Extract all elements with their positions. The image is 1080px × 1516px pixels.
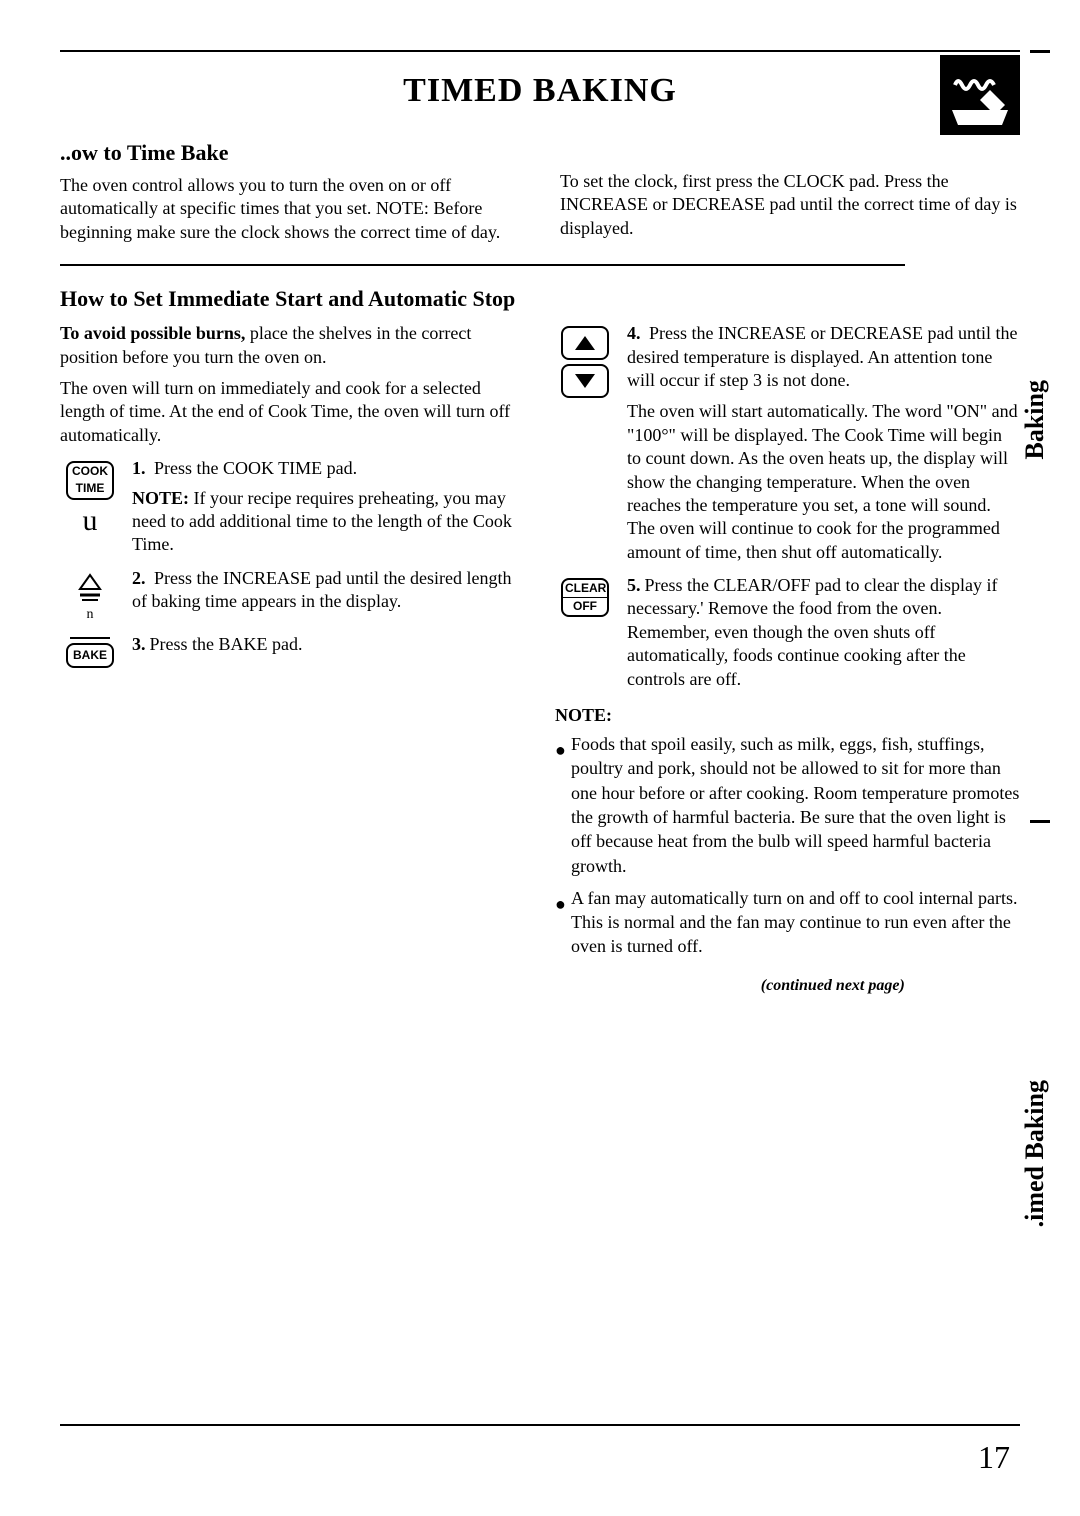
step-1: COOK TIME u 1. Press the COOK TIME pad. … (60, 457, 525, 557)
step-2: n 2. Press the INCREASE pad until the de… (60, 567, 525, 623)
bottom-rule (60, 1424, 1020, 1426)
side-mark-2 (1030, 820, 1050, 823)
note-head: NOTE: (555, 705, 1020, 726)
increase-icon (70, 567, 110, 607)
step1-text: Press the COOK TIME pad. (150, 458, 358, 478)
step1-num: 1. (132, 458, 146, 478)
intro-text: The oven will turn on immediately and co… (60, 377, 525, 447)
section-how-to-time-bake: ..ow to Time Bake The oven control allow… (60, 140, 1020, 244)
step-4: 4. Press the INCREASE or DECREASE pad un… (555, 322, 1020, 564)
down-arrow-button-icon (561, 364, 609, 398)
step4-text: Press the INCREASE or DECREASE pad until… (627, 323, 1017, 390)
cook-time-button-icon: COOK TIME (66, 461, 114, 499)
side-mark (1030, 50, 1050, 53)
note-bullet-1: ● Foods that spoil easily, such as milk,… (555, 732, 1020, 878)
intro-left: The oven control allows you to turn the … (60, 174, 520, 244)
side-tab-timed-baking: .imed Baking (1020, 1080, 1050, 1227)
note-bullet-2: ● A fan may automatically turn on and of… (555, 886, 1020, 959)
step5-num: 5. (627, 575, 641, 595)
step1-note-bold: NOTE: (132, 488, 189, 508)
bullet1-text: Foods that spoil easily, such as milk, e… (571, 732, 1020, 878)
divider (60, 264, 905, 266)
subhead-immediate-start: How to Set Immediate Start and Automatic… (60, 286, 1020, 312)
top-rule (60, 50, 1020, 52)
step-3: BAKE 3.Press the BAKE pad. (60, 633, 525, 672)
intro-right: To set the clock, first press the CLOCK … (560, 170, 1020, 240)
page-title: TIMED BAKING (60, 72, 1020, 110)
step2-text: Press the INCREASE pad until the desired… (132, 568, 511, 611)
warn-bold: To avoid possible burns, (60, 323, 245, 343)
step3-text: Press the BAKE pad. (150, 634, 303, 654)
section-immediate-start: To avoid possible burns, place the shelv… (60, 322, 1020, 967)
step4-extra: The oven will start automatically. The w… (627, 400, 1020, 564)
up-arrow-button-icon (561, 326, 609, 360)
clear-off-button-icon: CLEAR OFF (561, 578, 609, 617)
subhead-time-bake: ..ow to Time Bake (60, 140, 520, 166)
burn-warning: To avoid possible burns, place the shelv… (60, 322, 525, 369)
step2-num: 2. (132, 568, 146, 588)
step1-note: If your recipe requires preheating, you … (132, 488, 512, 555)
side-tab-baking: Baking (1020, 380, 1050, 460)
step5-text: Press the CLEAR/OFF pad to clear the dis… (627, 575, 997, 689)
continued-label: (continued next page) (60, 977, 905, 995)
step-5: CLEAR OFF 5.Press the CLEAR/OFF pad to c… (555, 574, 1020, 691)
baking-icon (940, 55, 1020, 135)
step4-num: 4. (627, 323, 641, 343)
page-number: 17 (978, 1439, 1010, 1476)
bake-button-icon: BAKE (66, 643, 114, 668)
step3-num: 3. (132, 634, 146, 654)
bullet2-text: A fan may automatically turn on and off … (571, 886, 1020, 959)
